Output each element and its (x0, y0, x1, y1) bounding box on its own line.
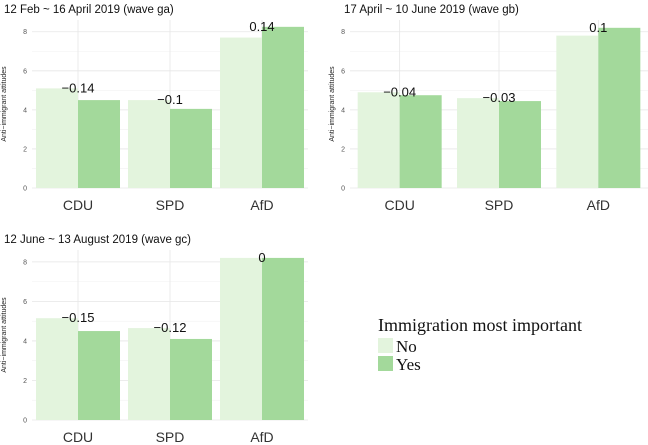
data-label-cdu: −0.14 (62, 80, 95, 95)
bar-no-spd (128, 328, 170, 420)
data-label-afd: 0.1 (589, 20, 607, 35)
y-tick-label: 2 (341, 146, 345, 153)
x-tick-label: SPD (156, 429, 185, 445)
y-tick-label: 4 (23, 338, 27, 345)
data-label-spd: −0.1 (157, 92, 183, 107)
legend: Immigration most important No Yes (378, 315, 582, 374)
y-tick-label: 8 (23, 259, 27, 266)
bar-no-cdu (36, 318, 78, 420)
y-axis-label: Anti−immigrant attitudes (1, 66, 8, 142)
y-tick-label: 6 (23, 299, 27, 306)
panel-wave-gc: 12 June ~ 13 August 2019 (wave gc) 0 2 4 6 8 A… (1, 234, 308, 445)
bar-yes-spd (170, 338, 212, 420)
bar-no-afd (220, 37, 262, 189)
bar-yes-cdu (399, 95, 442, 188)
bar-no-spd (128, 100, 170, 188)
legend-title: Immigration most important (378, 315, 582, 335)
legend-swatch-no (378, 338, 393, 353)
bar-yes-spd (170, 108, 212, 188)
panel-title: 12 June ~ 13 August 2019 (wave gc) (4, 234, 191, 246)
bar-no-spd (457, 98, 499, 188)
y-axis-label: Anti−immigrant attitudes (1, 297, 8, 373)
panel-wave-gb: 17 April ~ 10 June 2019 (wave gb) 0 2 4 6 8 An… (329, 4, 648, 213)
data-label-cdu: −0.15 (62, 310, 95, 325)
bar-yes-afd (598, 27, 641, 189)
x-tick-label: CDU (384, 197, 414, 213)
legend-label-no: No (396, 337, 417, 356)
y-tick-label: 6 (341, 68, 345, 75)
y-tick-label: 4 (341, 107, 345, 114)
y-axis-label: Anti−immigrant attitudes (329, 66, 336, 142)
data-label-afd: 0.14 (249, 19, 274, 34)
bar-yes-cdu (78, 331, 120, 420)
panel-title: 17 April ~ 10 June 2019 (wave gb) (344, 4, 519, 16)
data-label-spd: −0.12 (154, 320, 187, 335)
y-tick-label: 2 (23, 146, 27, 153)
data-label-cdu: −0.04 (383, 84, 416, 99)
x-tick-label: AfD (587, 197, 610, 213)
y-tick-label: 8 (341, 29, 345, 36)
x-tick-label: AfD (250, 197, 273, 213)
data-label-afd: 0 (258, 250, 265, 265)
y-tick-label: 0 (341, 186, 345, 193)
y-tick-label: 0 (23, 418, 27, 425)
panel-title: 12 Feb ~ 16 April 2019 (wave ga) (4, 4, 174, 16)
bar-yes-cdu (78, 100, 120, 188)
bar-yes-spd (499, 101, 541, 188)
bar-yes-afd (262, 257, 304, 420)
x-tick-label: AfD (250, 429, 273, 445)
y-tick-label: 8 (23, 29, 27, 36)
legend-label-yes: Yes (396, 355, 421, 374)
bar-no-cdu (36, 88, 78, 188)
y-tick-label: 6 (23, 68, 27, 75)
x-tick-label: CDU (63, 197, 93, 213)
y-tick-label: 0 (23, 186, 27, 193)
bar-no-afd (556, 35, 599, 189)
panel-wave-ga: 12 Feb ~ 16 April 2019 (wave ga) 0 2 4 6 8 Ant… (1, 4, 308, 213)
bar-no-cdu (357, 92, 400, 188)
x-tick-label: CDU (63, 429, 93, 445)
y-tick-label: 4 (23, 107, 27, 114)
bar-yes-afd (262, 26, 304, 189)
data-label-spd: −0.03 (483, 90, 516, 105)
x-tick-label: SPD (485, 197, 514, 213)
bar-no-afd (220, 257, 262, 420)
legend-swatch-yes (378, 356, 393, 371)
x-tick-label: SPD (156, 197, 185, 213)
y-tick-label: 2 (23, 378, 27, 385)
